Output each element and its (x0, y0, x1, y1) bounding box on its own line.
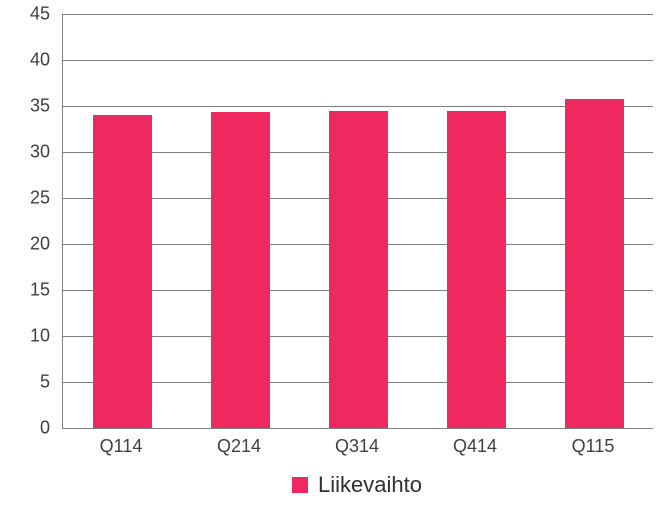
legend-label: Liikevaihto (318, 472, 422, 498)
ytick-label: 35 (0, 96, 50, 117)
xtick-label: Q115 (572, 436, 615, 457)
ytick-label: 40 (0, 50, 50, 71)
xtick-label: Q214 (217, 436, 261, 457)
legend-swatch-icon (292, 477, 308, 493)
revenue-bar-chart: Liikevaihto 0 5 10 15 20 25 30 35 40 45 Q114 Q214 Q3… (0, 0, 669, 514)
ytick-label: 20 (0, 234, 50, 255)
xtick-label: Q314 (335, 436, 379, 457)
bar (211, 112, 270, 428)
ytick-label: 25 (0, 188, 50, 209)
plot-area (62, 14, 653, 429)
bar (565, 99, 624, 428)
bar (329, 111, 388, 428)
ytick-label: 45 (0, 4, 50, 25)
xtick-label: Q114 (100, 436, 143, 457)
ytick-label: 5 (0, 372, 50, 393)
gridline (63, 14, 653, 15)
bar (447, 111, 506, 428)
bar (93, 115, 152, 428)
chart-legend: Liikevaihto (62, 472, 652, 498)
ytick-label: 10 (0, 326, 50, 347)
ytick-label: 0 (0, 418, 50, 439)
ytick-label: 15 (0, 280, 50, 301)
xtick-label: Q414 (453, 436, 497, 457)
gridline (63, 60, 653, 61)
ytick-label: 30 (0, 142, 50, 163)
